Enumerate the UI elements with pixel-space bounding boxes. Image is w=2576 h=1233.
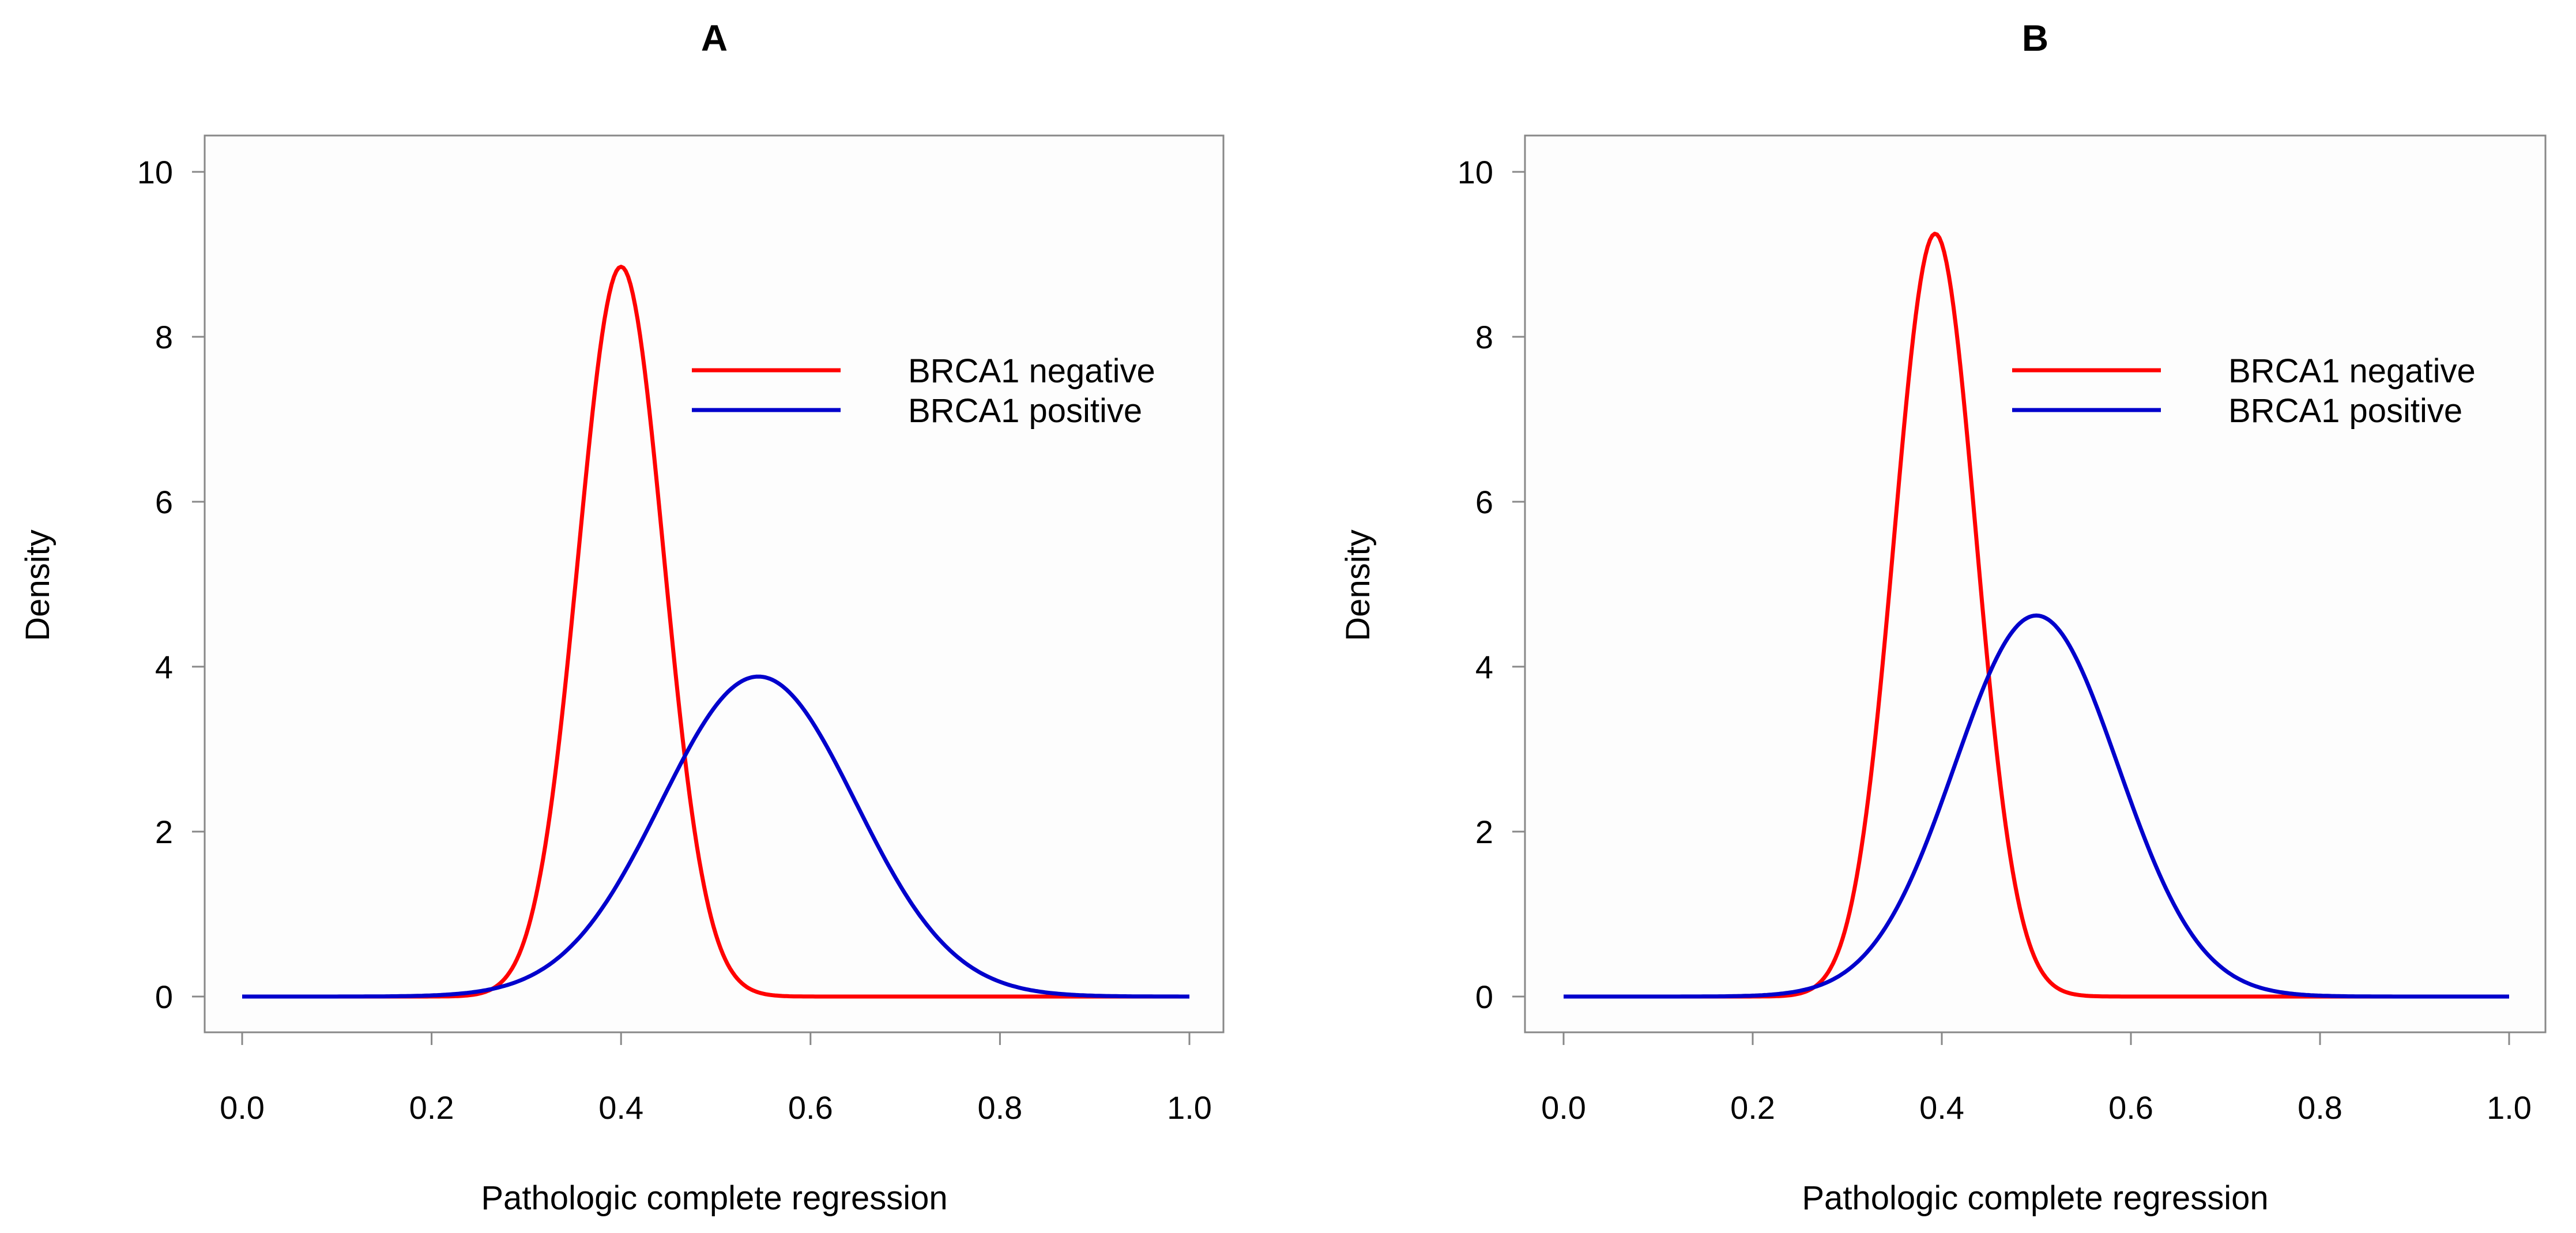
panel-a-y-tick-label: 10 [137,154,173,190]
panel-b-y-tick-label: 6 [1475,484,1493,520]
panel-a-plot-frame [204,134,1225,1033]
panel-b-x-tick-label: 0.2 [1730,1089,1775,1126]
panel-b-legend-negative-label: BRCA1 negative [2228,352,2476,390]
panel-b-curve-positive [1564,613,2509,999]
panel-a-y-label: Density [19,529,57,641]
panel-b-y-tick-label: 10 [1458,154,1493,190]
panel-b-y-tick-label: 2 [1475,814,1493,850]
panel-a: A 0.0 0.2 0.4 0.6 0.8 1.0 0 2 4 6 8 10 BRCA1 negat… [19,17,1225,1217]
panel-b-y-tick-label: 4 [1475,649,1493,685]
panel-a-x-tick-label: 0.8 [977,1089,1022,1126]
panel-a-series [242,265,1189,999]
panel-b-series [1564,231,2509,999]
panel-a-curve-positive [242,674,1189,999]
panel-b-x-tick-label: 0.4 [1919,1089,1964,1126]
panel-a-x-label: Pathologic complete regression [481,1179,947,1217]
panel-a-legend-positive-label: BRCA1 positive [908,392,1142,430]
panel-a-y-tick-label: 6 [155,484,173,520]
panel-a-legend-negative-label: BRCA1 negative [908,352,1155,390]
panel-a-x-tick-label: 0.0 [220,1089,265,1126]
panel-b-legend-positive-label: BRCA1 positive [2228,392,2462,430]
panel-b-x-label: Pathologic complete regression [1802,1179,2268,1217]
panel-a-y-axis: 0 2 4 6 8 10 [137,154,205,1015]
panel-b: B 0.0 0.2 0.4 0.6 0.8 1.0 0 2 4 6 8 10 BRCA1 negat… [1339,17,2547,1217]
panel-b-x-tick-label: 0.8 [2298,1089,2342,1126]
panel-b-y-label: Density [1339,529,1377,641]
panel-a-y-tick-label: 2 [155,814,173,850]
panel-b-plot-frame [1524,134,2547,1033]
panel-a-x-tick-label: 0.4 [598,1089,643,1126]
panel-a-x-tick-label: 1.0 [1167,1089,1212,1126]
panel-a-y-tick-label: 8 [155,319,173,355]
panel-b-y-axis: 0 2 4 6 8 10 [1458,154,1525,1015]
panel-b-x-axis: 0.0 0.2 0.4 0.6 0.8 1.0 [1541,1032,2532,1126]
panel-b-legend: BRCA1 negative BRCA1 positive [2012,352,2476,430]
panel-a-x-tick-label: 0.6 [788,1089,833,1126]
panel-a-legend: BRCA1 negative BRCA1 positive [692,352,1155,430]
panel-b-x-tick-label: 0.0 [1541,1089,1586,1126]
panel-b-title: B [2022,17,2048,59]
panel-a-x-tick-label: 0.2 [409,1089,454,1126]
panel-b-y-tick-label: 0 [1475,979,1493,1015]
panel-a-x-axis: 0.0 0.2 0.4 0.6 0.8 1.0 [220,1032,1212,1126]
panel-b-x-tick-label: 1.0 [2487,1089,2532,1126]
panel-a-title: A [701,17,728,59]
panel-b-y-tick-label: 8 [1475,319,1493,355]
panel-a-y-tick-label: 4 [155,649,173,685]
panel-b-x-tick-label: 0.6 [2108,1089,2153,1126]
panel-a-y-tick-label: 0 [155,979,173,1015]
